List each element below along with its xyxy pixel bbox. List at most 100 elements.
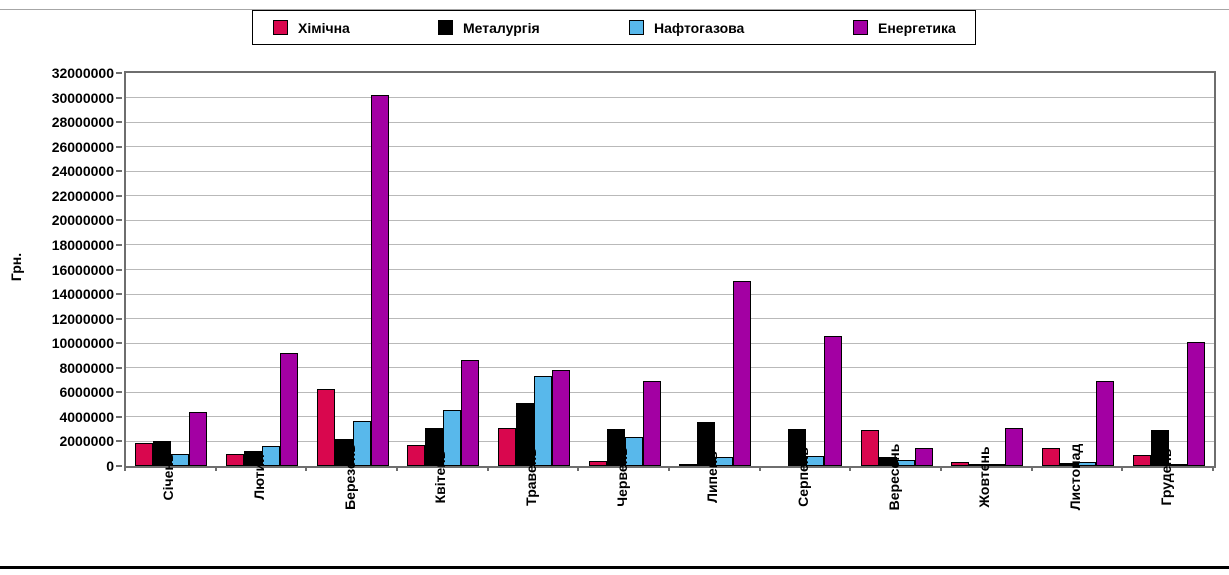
bar [915, 448, 933, 466]
x-tick-label: Серпень [795, 447, 811, 507]
x-tick-mark [305, 466, 307, 471]
gridline [126, 440, 1214, 442]
x-tick-mark [668, 466, 670, 471]
bar [443, 410, 461, 466]
gridline [126, 244, 1214, 246]
bar [244, 451, 262, 466]
x-tick-mark [215, 466, 217, 471]
gridline [126, 318, 1214, 320]
legend-item: Хімічна [273, 11, 350, 44]
y-tick-mark [116, 194, 122, 197]
bar [589, 461, 607, 466]
x-tick-label: Вересень [885, 443, 902, 511]
bar [552, 370, 570, 466]
bar [607, 429, 625, 466]
bar [824, 336, 842, 466]
y-tick-label: 10000000 [51, 335, 114, 352]
bar [951, 462, 969, 466]
x-tick-mark [1212, 466, 1214, 471]
gridline [126, 121, 1214, 123]
bar [1042, 448, 1060, 466]
y-tick-label: 0 [106, 458, 114, 474]
bar [879, 457, 897, 466]
x-tick-label: Березень [341, 444, 358, 510]
y-tick-mark [116, 465, 122, 467]
x-tick-label: Лютий [251, 454, 267, 500]
x-tick-label: Листопад [1067, 443, 1083, 511]
x-tick-mark [396, 466, 398, 471]
y-tick-label: 32000000 [51, 65, 114, 81]
bar [625, 437, 643, 466]
gridline [126, 367, 1214, 369]
legend-item: Металургія [438, 11, 540, 44]
legend-item: Нафтогазова [629, 11, 744, 44]
bar [697, 422, 715, 466]
y-tick-label: 8000000 [59, 359, 114, 376]
y-tick-label: 22000000 [51, 187, 114, 204]
y-tick-label: 24000000 [51, 163, 114, 180]
y-tick-label: 12000000 [51, 310, 114, 327]
chart-frame-bottom-line [0, 566, 1229, 569]
y-tick-mark [116, 145, 122, 148]
y-tick-mark [116, 121, 122, 124]
bar [317, 389, 335, 466]
gridline [126, 293, 1214, 295]
legend-label: Хімічна [298, 19, 350, 36]
chart-frame-top-line [0, 9, 1229, 10]
x-tick-label: Квітень [432, 450, 449, 504]
bar [189, 412, 207, 466]
x-tick-mark [124, 466, 126, 471]
x-tick-mark [940, 466, 942, 471]
bar [1078, 462, 1096, 466]
y-tick-label: 4000000 [59, 408, 114, 425]
bar [987, 464, 1005, 466]
gridline [126, 416, 1214, 418]
y-tick-label: 2000000 [59, 433, 114, 450]
bar [1187, 342, 1205, 466]
y-tick-mark [116, 96, 122, 99]
x-tick-mark [759, 466, 761, 471]
bar [516, 403, 534, 466]
bar [153, 441, 171, 466]
gridline [126, 97, 1214, 99]
y-tick-mark [116, 72, 122, 74]
bar [1060, 463, 1078, 466]
bar [788, 429, 806, 466]
bar [171, 454, 189, 466]
legend-swatch-naftogazova [629, 20, 644, 35]
legend-label: Металургія [463, 19, 540, 36]
gridline [126, 391, 1214, 393]
gridline [126, 170, 1214, 172]
x-tick-mark [1121, 466, 1123, 471]
bar [1151, 430, 1169, 466]
legend-swatch-metalurgia [438, 20, 453, 35]
y-tick-mark [116, 415, 122, 418]
bar [407, 445, 425, 466]
x-tick-label: Липень [704, 451, 721, 503]
bar [135, 443, 153, 466]
bar [1096, 381, 1114, 466]
bar [679, 464, 697, 466]
y-tick-label: 20000000 [51, 212, 114, 229]
y-tick-label: 30000000 [51, 89, 114, 106]
bar [534, 376, 552, 466]
y-tick-label: 18000000 [51, 236, 114, 253]
bar [643, 381, 661, 466]
x-tick-label: Травень [523, 448, 539, 506]
gridline [126, 219, 1214, 221]
bar [335, 439, 353, 466]
bar [715, 457, 733, 466]
x-tick-mark [849, 466, 851, 471]
plot-area [124, 71, 1216, 468]
bar [733, 281, 751, 466]
bar [226, 454, 244, 466]
gridline [126, 146, 1214, 148]
bar [861, 430, 879, 466]
bar [461, 360, 479, 466]
x-tick-mark [487, 466, 489, 471]
x-tick-mark [1031, 466, 1033, 471]
bar [1005, 428, 1023, 466]
y-tick-mark [116, 366, 122, 369]
y-tick-mark [116, 293, 122, 296]
gridline [126, 269, 1214, 270]
